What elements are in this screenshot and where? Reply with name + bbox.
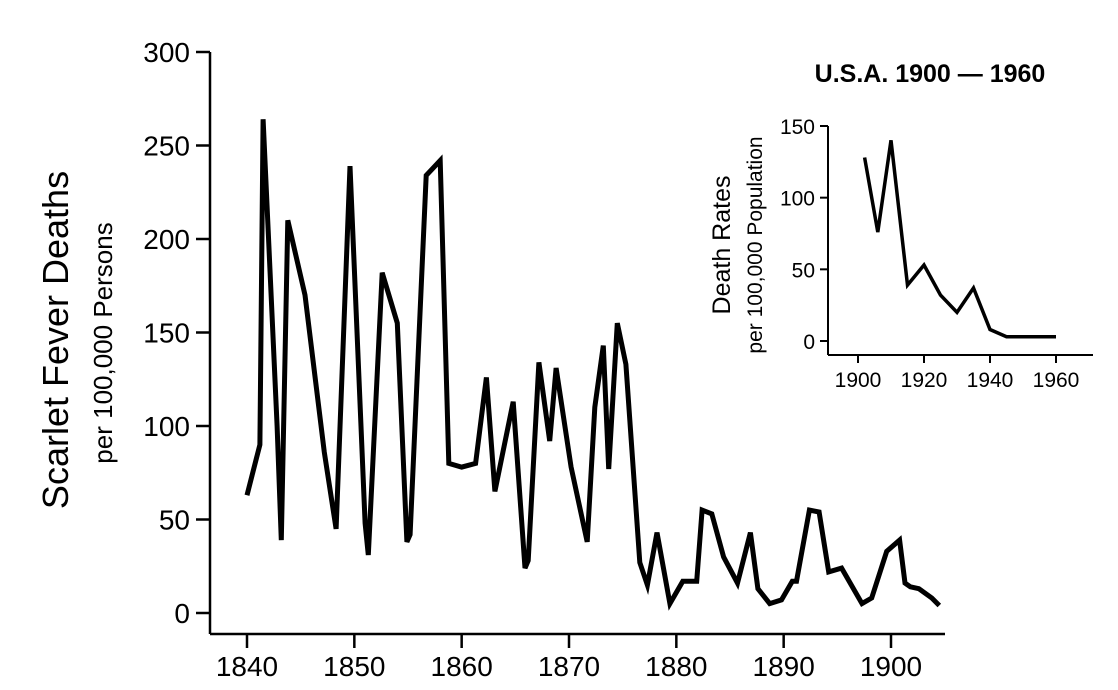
- inset-x-tick-label: 1960: [1033, 369, 1080, 392]
- main-x-tick-label: 1880: [645, 651, 707, 682]
- inset-title: U.S.A. 1900 — 1960: [815, 60, 1046, 88]
- main-y-axis-subtitle: per 100,000 Persons: [88, 222, 118, 463]
- main-x-tick-label: 1890: [753, 651, 815, 682]
- main-y-tick-label: 200: [143, 224, 190, 255]
- inset-series-line: [862, 140, 1056, 339]
- inset-axes: 0 50 100 150 1900 1920 1940 1960: [780, 116, 1093, 392]
- inset-y-tick-label: 100: [780, 188, 815, 211]
- inset-y-tick-label: 0: [803, 331, 815, 354]
- main-x-tick-label: 1870: [538, 651, 600, 682]
- main-x-tick-label: 1840: [216, 651, 278, 682]
- inset-y-axis-title: Death Rates: [708, 176, 736, 315]
- inset-series: [862, 140, 1056, 339]
- main-y-tick-label: 250: [143, 131, 190, 162]
- main-y-tick-label: 0: [174, 598, 190, 629]
- main-axes: 0 50 100 150 200 250 300 1840 1850 1860 1870 1880 18…: [143, 37, 945, 682]
- main-x-tick-label: 1900: [860, 651, 922, 682]
- inset-y-axis-subtitle: per 100,000 Population: [744, 136, 767, 353]
- inset-y-tick-label: 150: [780, 116, 815, 139]
- main-x-tick-label: 1860: [431, 651, 493, 682]
- main-x-tick-label: 1850: [323, 651, 385, 682]
- main-y-tick-label: 150: [143, 318, 190, 349]
- main-y-axis-title: Scarlet Fever Deaths: [35, 171, 76, 509]
- main-series: [244, 119, 942, 611]
- inset-y-tick-label: 50: [792, 259, 815, 282]
- inset-x-tick-label: 1920: [901, 369, 948, 392]
- main-chart: Scarlet Fever Deaths per 100,000 Persons…: [35, 37, 945, 682]
- main-y-tick-label: 300: [143, 37, 190, 68]
- main-y-tick-label: 50: [159, 505, 190, 536]
- inset-x-tick-label: 1900: [835, 369, 882, 392]
- inset-x-tick-label: 1940: [967, 369, 1014, 392]
- main-series-line: [244, 119, 942, 611]
- main-y-tick-label: 100: [143, 411, 190, 442]
- inset-chart: U.S.A. 1900 — 1960 Death Rates per 100,0…: [708, 60, 1093, 392]
